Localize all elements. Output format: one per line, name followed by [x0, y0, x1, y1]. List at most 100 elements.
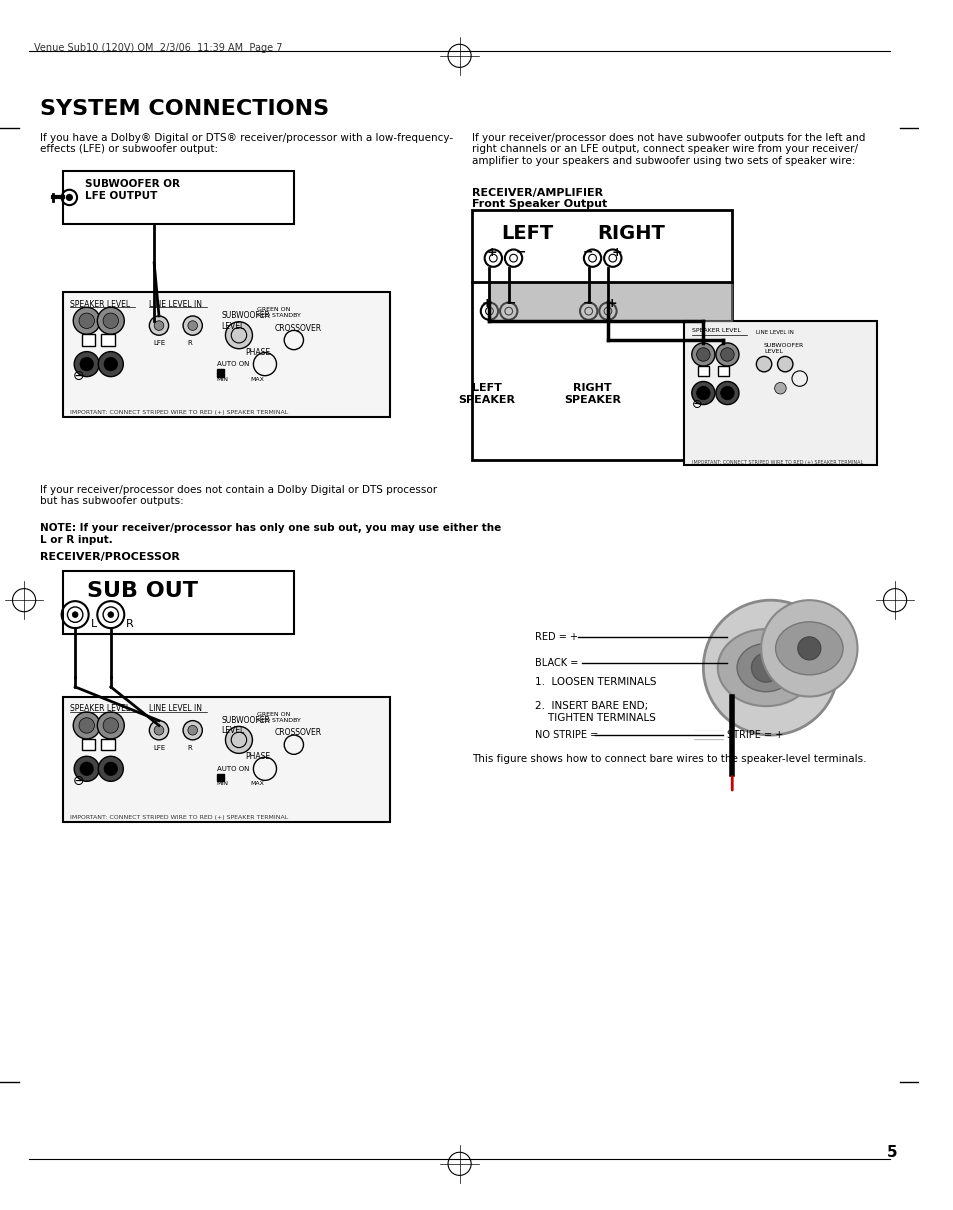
Circle shape — [80, 762, 93, 776]
FancyBboxPatch shape — [472, 211, 732, 461]
Ellipse shape — [737, 644, 794, 692]
Text: −: − — [582, 246, 593, 259]
Circle shape — [79, 313, 94, 328]
Circle shape — [777, 357, 792, 371]
Circle shape — [751, 653, 780, 682]
Circle shape — [98, 352, 123, 376]
Circle shape — [103, 718, 118, 733]
Text: LEFT: LEFT — [500, 224, 553, 243]
Text: AUTO ON: AUTO ON — [216, 766, 249, 772]
Circle shape — [150, 721, 169, 739]
Text: CROSSOVER: CROSSOVER — [274, 323, 321, 333]
Bar — [216, 773, 224, 782]
Text: SPEAKER LEVEL: SPEAKER LEVEL — [71, 300, 131, 309]
Text: ⊖: ⊖ — [691, 398, 701, 411]
Text: AUTO ON: AUTO ON — [216, 362, 249, 368]
Text: +: + — [486, 246, 497, 259]
Circle shape — [74, 352, 99, 376]
Text: CROSSOVER: CROSSOVER — [274, 728, 321, 737]
Circle shape — [97, 711, 124, 739]
Circle shape — [691, 342, 714, 367]
Text: MAX: MAX — [251, 376, 264, 381]
Text: MIN: MIN — [216, 376, 229, 381]
Circle shape — [188, 726, 197, 734]
Text: RED = +: RED = + — [535, 632, 578, 643]
Text: R: R — [187, 744, 192, 750]
Text: SUBWOOFER
LEVEL: SUBWOOFER LEVEL — [221, 716, 271, 736]
Text: RECEIVER/AMPLIFIER
Front Speaker Output: RECEIVER/AMPLIFIER Front Speaker Output — [472, 188, 607, 209]
Circle shape — [715, 381, 739, 404]
Ellipse shape — [775, 622, 842, 675]
Bar — [101, 334, 114, 346]
Circle shape — [97, 307, 124, 334]
Text: SYSTEM CONNECTIONS: SYSTEM CONNECTIONS — [40, 99, 329, 119]
Circle shape — [154, 321, 164, 330]
Text: MIN: MIN — [216, 782, 229, 786]
Bar — [101, 739, 114, 750]
Circle shape — [98, 756, 123, 782]
Text: GREEN ON
RED STANDBY: GREEN ON RED STANDBY — [257, 711, 301, 722]
Text: SUBWOOFER OR
LFE OUTPUT: SUBWOOFER OR LFE OUTPUT — [85, 179, 179, 201]
Text: NO STRIPE = –: NO STRIPE = – — [535, 731, 605, 741]
Text: 1.  LOOSEN TERMINALS: 1. LOOSEN TERMINALS — [535, 678, 656, 687]
Text: SUBWOOFER
LEVEL: SUBWOOFER LEVEL — [221, 311, 271, 330]
Bar — [717, 367, 729, 375]
Text: LEFT
SPEAKER: LEFT SPEAKER — [457, 384, 515, 405]
Circle shape — [715, 342, 739, 367]
Bar — [82, 334, 95, 346]
Text: +: + — [606, 296, 617, 310]
FancyBboxPatch shape — [63, 172, 294, 224]
Circle shape — [154, 726, 164, 734]
Circle shape — [756, 357, 771, 371]
Circle shape — [79, 718, 94, 733]
Text: SPEAKER LEVEL: SPEAKER LEVEL — [691, 328, 740, 334]
Text: LFE: LFE — [153, 744, 165, 750]
Text: IMPORTANT: CONNECT STRIPED WIRE TO RED (+) SPEAKER TERMINAL: IMPORTANT: CONNECT STRIPED WIRE TO RED (… — [691, 461, 862, 466]
Text: −: − — [515, 246, 525, 259]
Text: NOTE: If your receiver/processor has only one sub out, you may use either the
L : NOTE: If your receiver/processor has onl… — [40, 523, 501, 544]
Circle shape — [225, 322, 253, 348]
Circle shape — [103, 313, 118, 328]
Circle shape — [760, 600, 857, 697]
Text: Venue Sub10 (120V) OM  2/3/06  11:39 AM  Page 7: Venue Sub10 (120V) OM 2/3/06 11:39 AM Pa… — [33, 44, 282, 53]
Text: If your receiver/processor does not contain a Dolby Digital or DTS processor
but: If your receiver/processor does not cont… — [40, 484, 437, 506]
Text: R: R — [126, 620, 133, 629]
Text: LINE LEVEL IN: LINE LEVEL IN — [756, 330, 794, 335]
Text: RECEIVER/PROCESSOR: RECEIVER/PROCESSOR — [40, 552, 180, 561]
Circle shape — [702, 600, 838, 734]
Text: PHASE: PHASE — [246, 753, 271, 761]
Circle shape — [73, 711, 100, 739]
Circle shape — [183, 316, 202, 335]
Text: STRIPE = +: STRIPE = + — [727, 731, 782, 741]
Circle shape — [72, 612, 78, 617]
Text: +: + — [611, 246, 621, 259]
Text: R: R — [187, 340, 192, 346]
Text: SPEAKER LEVEL: SPEAKER LEVEL — [71, 704, 131, 713]
Circle shape — [696, 347, 709, 362]
Circle shape — [183, 721, 202, 739]
Circle shape — [67, 195, 72, 201]
Text: This figure shows how to connect bare wires to the speaker-level terminals.: This figure shows how to connect bare wi… — [472, 754, 865, 765]
Circle shape — [74, 756, 99, 782]
Circle shape — [691, 381, 714, 404]
Ellipse shape — [717, 629, 813, 707]
Circle shape — [797, 636, 820, 659]
FancyBboxPatch shape — [683, 321, 876, 466]
Text: 2.  INSERT BARE END;
    TIGHTEN TERMINALS: 2. INSERT BARE END; TIGHTEN TERMINALS — [535, 702, 655, 722]
Circle shape — [73, 307, 100, 334]
Circle shape — [150, 316, 169, 335]
FancyBboxPatch shape — [63, 571, 294, 634]
Text: ⊖: ⊖ — [72, 773, 84, 788]
Circle shape — [720, 386, 734, 399]
Text: +: + — [481, 296, 492, 310]
Text: RIGHT: RIGHT — [597, 224, 664, 243]
FancyBboxPatch shape — [63, 697, 390, 822]
Circle shape — [225, 726, 253, 754]
Circle shape — [104, 762, 117, 776]
Bar — [82, 739, 95, 750]
Text: 5: 5 — [885, 1145, 896, 1159]
Text: −: − — [505, 296, 516, 310]
Bar — [216, 369, 224, 376]
Circle shape — [774, 382, 785, 394]
Text: BLACK = –: BLACK = – — [535, 658, 585, 668]
